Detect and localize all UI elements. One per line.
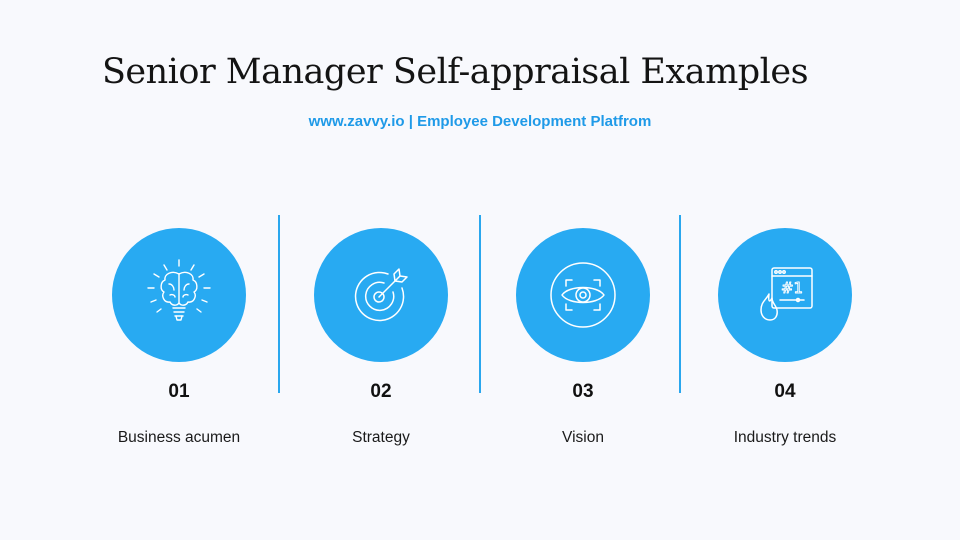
item-label: Strategy: [352, 429, 410, 446]
item-label: Industry trends: [733, 429, 837, 446]
icon-circle: [516, 228, 650, 362]
item-business-acumen: 01 Business acumen: [79, 228, 279, 447]
item-number: 02: [370, 381, 392, 402]
page-title: Senior Manager Self-appraisal Examples: [101, 52, 809, 92]
divider: [278, 215, 280, 393]
icon-text: #1: [781, 279, 803, 297]
item-number: 03: [572, 381, 594, 402]
divider: [679, 215, 681, 393]
item-number: 01: [168, 381, 190, 402]
divider: [479, 215, 481, 393]
brain-lightbulb-icon: [147, 259, 211, 321]
item-vision: 03 Vision: [483, 228, 683, 447]
item-strategy: 02 Strategy: [281, 228, 481, 447]
item-label: Vision: [562, 429, 604, 446]
icon-circle: #1: [718, 228, 852, 362]
item-label: Business acumen: [117, 429, 241, 446]
trending-number-one-icon: #1: [760, 267, 813, 321]
eye-scan-icon: [550, 262, 616, 328]
subtitle: www.zavvy.io | Employee Development Plat…: [308, 113, 652, 130]
target-arrow-icon: [354, 268, 408, 322]
item-number: 04: [774, 381, 796, 402]
icon-circle: [314, 228, 448, 362]
item-industry-trends: #1 04 Industry trends: [685, 228, 885, 447]
icon-circle: [112, 228, 246, 362]
